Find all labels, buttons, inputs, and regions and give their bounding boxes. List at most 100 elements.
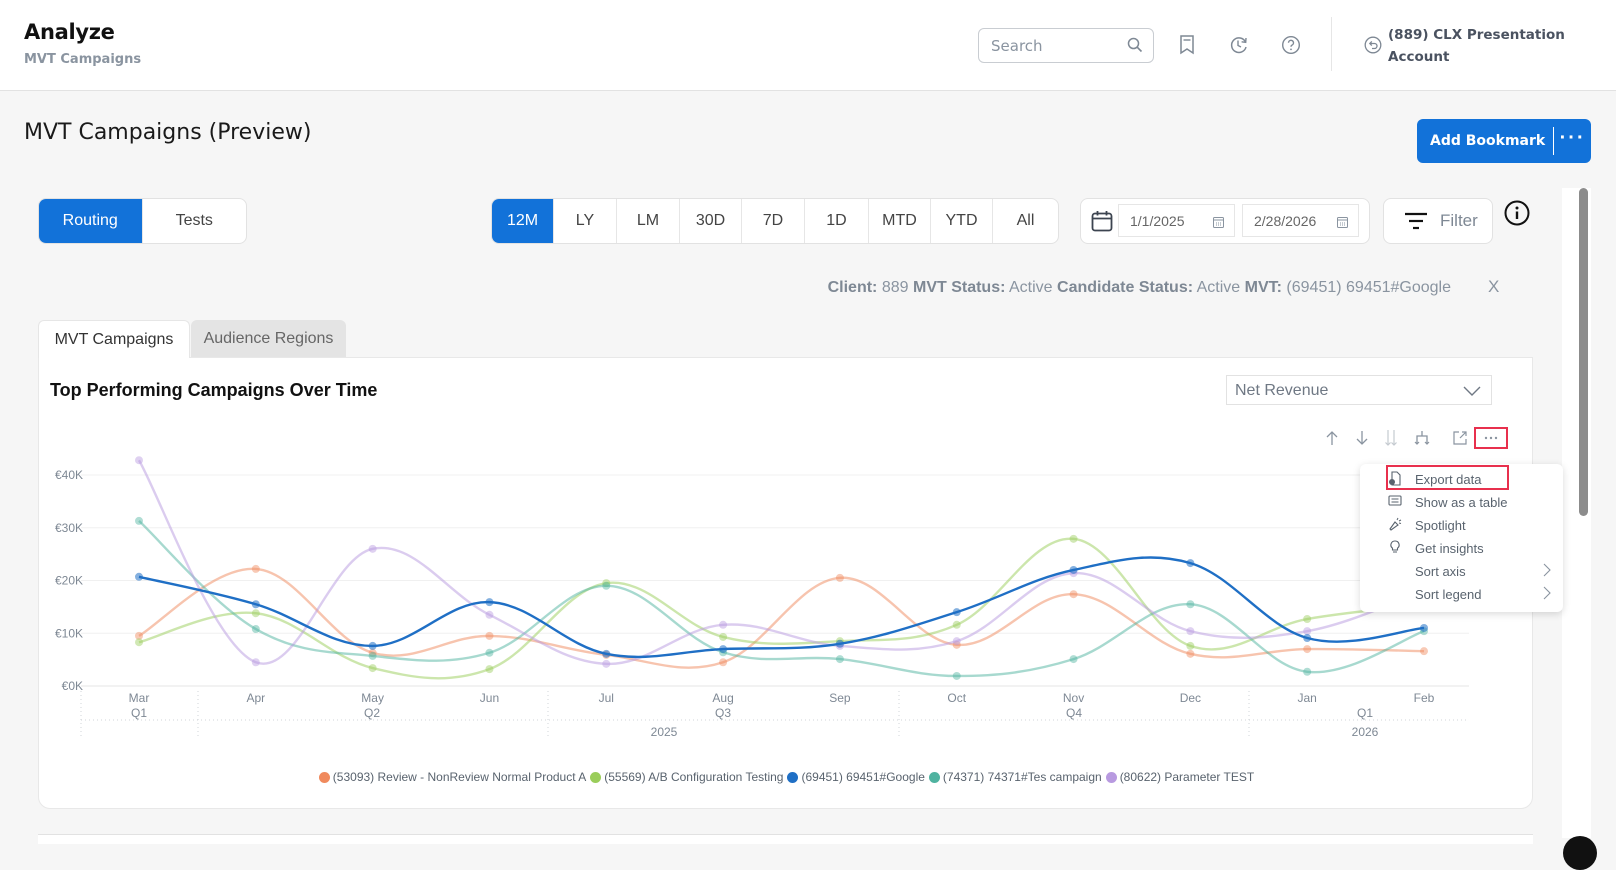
data-point[interactable] [368, 664, 377, 673]
toggle-routing[interactable]: Routing [39, 199, 143, 243]
add-bookmark-button[interactable]: Add Bookmark [1430, 133, 1546, 149]
more-options-button[interactable] [1474, 427, 1508, 449]
data-point[interactable] [1420, 647, 1428, 656]
tab-audience-regions[interactable]: Audience Regions [191, 320, 346, 358]
data-point[interactable] [1420, 623, 1428, 632]
menu-item-get-insights[interactable]: Get insights [1360, 537, 1563, 559]
menu-item-sort-legend[interactable]: Sort legend [1360, 583, 1563, 605]
data-point[interactable] [719, 645, 728, 654]
legend-item[interactable]: (80622) Parameter TEST [1105, 770, 1254, 784]
data-point[interactable] [1186, 641, 1195, 650]
data-point[interactable] [835, 573, 844, 582]
data-point[interactable] [135, 516, 143, 525]
legend-item[interactable]: (69451) 69451#Google [787, 770, 925, 784]
period-30d[interactable]: 30D [680, 199, 742, 243]
data-point[interactable] [485, 648, 494, 657]
mini-calendar-icon[interactable] [1213, 215, 1224, 231]
data-point[interactable] [1186, 649, 1195, 658]
series-line[interactable] [137, 459, 1425, 666]
history-icon[interactable] [1228, 34, 1250, 56]
start-date-input[interactable]: 1/1/2025 [1118, 204, 1235, 237]
data-point[interactable] [719, 632, 728, 641]
data-point[interactable] [485, 665, 494, 674]
filter-button[interactable]: Filter [1383, 198, 1493, 244]
data-point[interactable] [1186, 600, 1195, 609]
data-point[interactable] [135, 638, 143, 647]
period-mtd[interactable]: MTD [869, 199, 931, 243]
data-point[interactable] [368, 651, 377, 660]
data-point[interactable] [135, 572, 143, 581]
data-point[interactable] [135, 631, 143, 640]
toggle-tests[interactable]: Tests [175, 212, 213, 229]
data-point[interactable] [602, 659, 611, 668]
period-ytd[interactable]: YTD [931, 199, 993, 243]
series-line[interactable] [138, 556, 1425, 659]
search-icon[interactable] [1127, 37, 1143, 58]
series-line[interactable] [138, 537, 1425, 680]
data-point[interactable] [1303, 633, 1312, 642]
data-point[interactable] [251, 658, 260, 667]
series-line[interactable] [138, 567, 1425, 669]
period-lm[interactable]: LM [617, 199, 680, 243]
period-all[interactable]: All [1016, 212, 1035, 229]
data-point[interactable] [835, 639, 844, 648]
data-point[interactable] [368, 641, 377, 650]
end-date-input[interactable]: 2/28/2026 [1242, 204, 1359, 237]
data-point[interactable] [1303, 667, 1312, 676]
data-point[interactable] [719, 658, 728, 667]
data-point[interactable] [251, 564, 260, 573]
drill-down-icon[interactable] [1381, 428, 1401, 448]
data-point[interactable] [602, 649, 611, 658]
data-point[interactable] [1069, 565, 1078, 574]
data-point[interactable] [485, 631, 494, 640]
sort-ascending-icon[interactable] [1322, 428, 1342, 448]
data-point[interactable] [952, 671, 961, 680]
data-point[interactable] [135, 456, 143, 465]
data-point[interactable] [835, 655, 844, 664]
data-point[interactable] [1303, 627, 1312, 636]
data-point[interactable] [952, 608, 961, 617]
clear-filters-button[interactable]: X [1488, 277, 1500, 296]
data-point[interactable] [485, 598, 494, 607]
menu-item-export-data[interactable]: Export data [1360, 468, 1563, 490]
data-point[interactable] [251, 609, 260, 618]
search-input[interactable] [991, 36, 1111, 56]
period-ly[interactable]: LY [554, 199, 617, 243]
data-point[interactable] [952, 637, 961, 646]
data-point[interactable] [1303, 645, 1312, 654]
series-line[interactable] [138, 520, 1425, 678]
data-point[interactable] [952, 620, 961, 629]
data-point[interactable] [485, 610, 494, 619]
data-point[interactable] [251, 625, 260, 634]
help-icon[interactable] [1280, 34, 1302, 56]
legend-item[interactable]: (55569) A/B Configuration Testing [590, 770, 783, 784]
search-box[interactable] [978, 28, 1154, 63]
expand-hierarchy-icon[interactable] [1412, 428, 1432, 448]
data-point[interactable] [719, 620, 728, 629]
info-icon[interactable] [1504, 200, 1530, 231]
data-point[interactable] [1069, 534, 1078, 543]
calendar-icon[interactable] [1090, 209, 1114, 238]
menu-item-sort-axis[interactable]: Sort axis [1360, 560, 1563, 582]
bookmark-more-button[interactable]: ··· [1559, 126, 1586, 149]
data-point[interactable] [1069, 590, 1078, 599]
data-point[interactable] [1069, 655, 1078, 664]
data-point[interactable] [1186, 627, 1195, 636]
scrollbar-thumb[interactable] [1579, 188, 1588, 516]
legend-item[interactable]: (74371) 74371#Tes campaign [928, 770, 1102, 784]
bookmark-icon[interactable] [1176, 34, 1198, 56]
period-12m[interactable]: 12M [492, 199, 554, 243]
tab-mvt-campaigns[interactable]: MVT Campaigns [38, 320, 190, 358]
focus-mode-icon[interactable] [1450, 428, 1470, 448]
period-7d[interactable]: 7D [742, 199, 805, 243]
account-switcher[interactable]: (889) CLX Presentation Account [1364, 24, 1578, 68]
data-point[interactable] [602, 581, 611, 590]
switch-account-icon[interactable] [1364, 36, 1382, 59]
data-point[interactable] [1186, 559, 1195, 568]
data-point[interactable] [1303, 615, 1312, 624]
menu-item-show-as-table[interactable]: Show as a table [1360, 491, 1563, 513]
data-point[interactable] [368, 544, 377, 553]
metric-select[interactable]: Net Revenue [1226, 375, 1492, 405]
menu-item-spotlight[interactable]: Spotlight [1360, 514, 1563, 536]
period-1d[interactable]: 1D [805, 199, 869, 243]
